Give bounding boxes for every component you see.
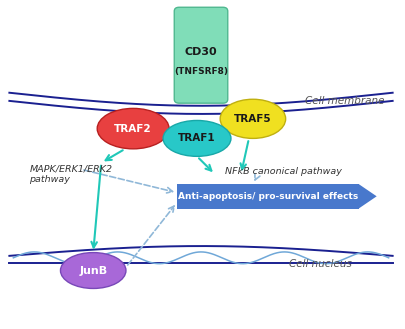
Text: MAPK/ERK1/ERK2
pathway: MAPK/ERK1/ERK2 pathway	[29, 164, 112, 184]
Ellipse shape	[220, 99, 285, 139]
FancyBboxPatch shape	[174, 7, 227, 103]
Text: Anti-apoptosis/ pro-survival effects: Anti-apoptosis/ pro-survival effects	[177, 192, 357, 201]
Text: (TNFSRF8): (TNFSRF8)	[174, 67, 228, 76]
Ellipse shape	[97, 108, 168, 149]
Text: TRAF5: TRAF5	[234, 114, 271, 124]
Text: JunB: JunB	[79, 266, 107, 275]
Text: TRAF1: TRAF1	[178, 133, 215, 143]
Text: Cell membrane: Cell membrane	[304, 96, 384, 106]
Polygon shape	[358, 184, 376, 209]
Text: Cell nucleus: Cell nucleus	[288, 259, 351, 269]
Ellipse shape	[60, 253, 126, 289]
Text: CD30: CD30	[184, 47, 217, 57]
Ellipse shape	[163, 120, 230, 156]
FancyBboxPatch shape	[177, 184, 358, 209]
Text: TRAF2: TRAF2	[114, 124, 151, 134]
Text: NFkB canonical pathway: NFkB canonical pathway	[224, 166, 341, 176]
